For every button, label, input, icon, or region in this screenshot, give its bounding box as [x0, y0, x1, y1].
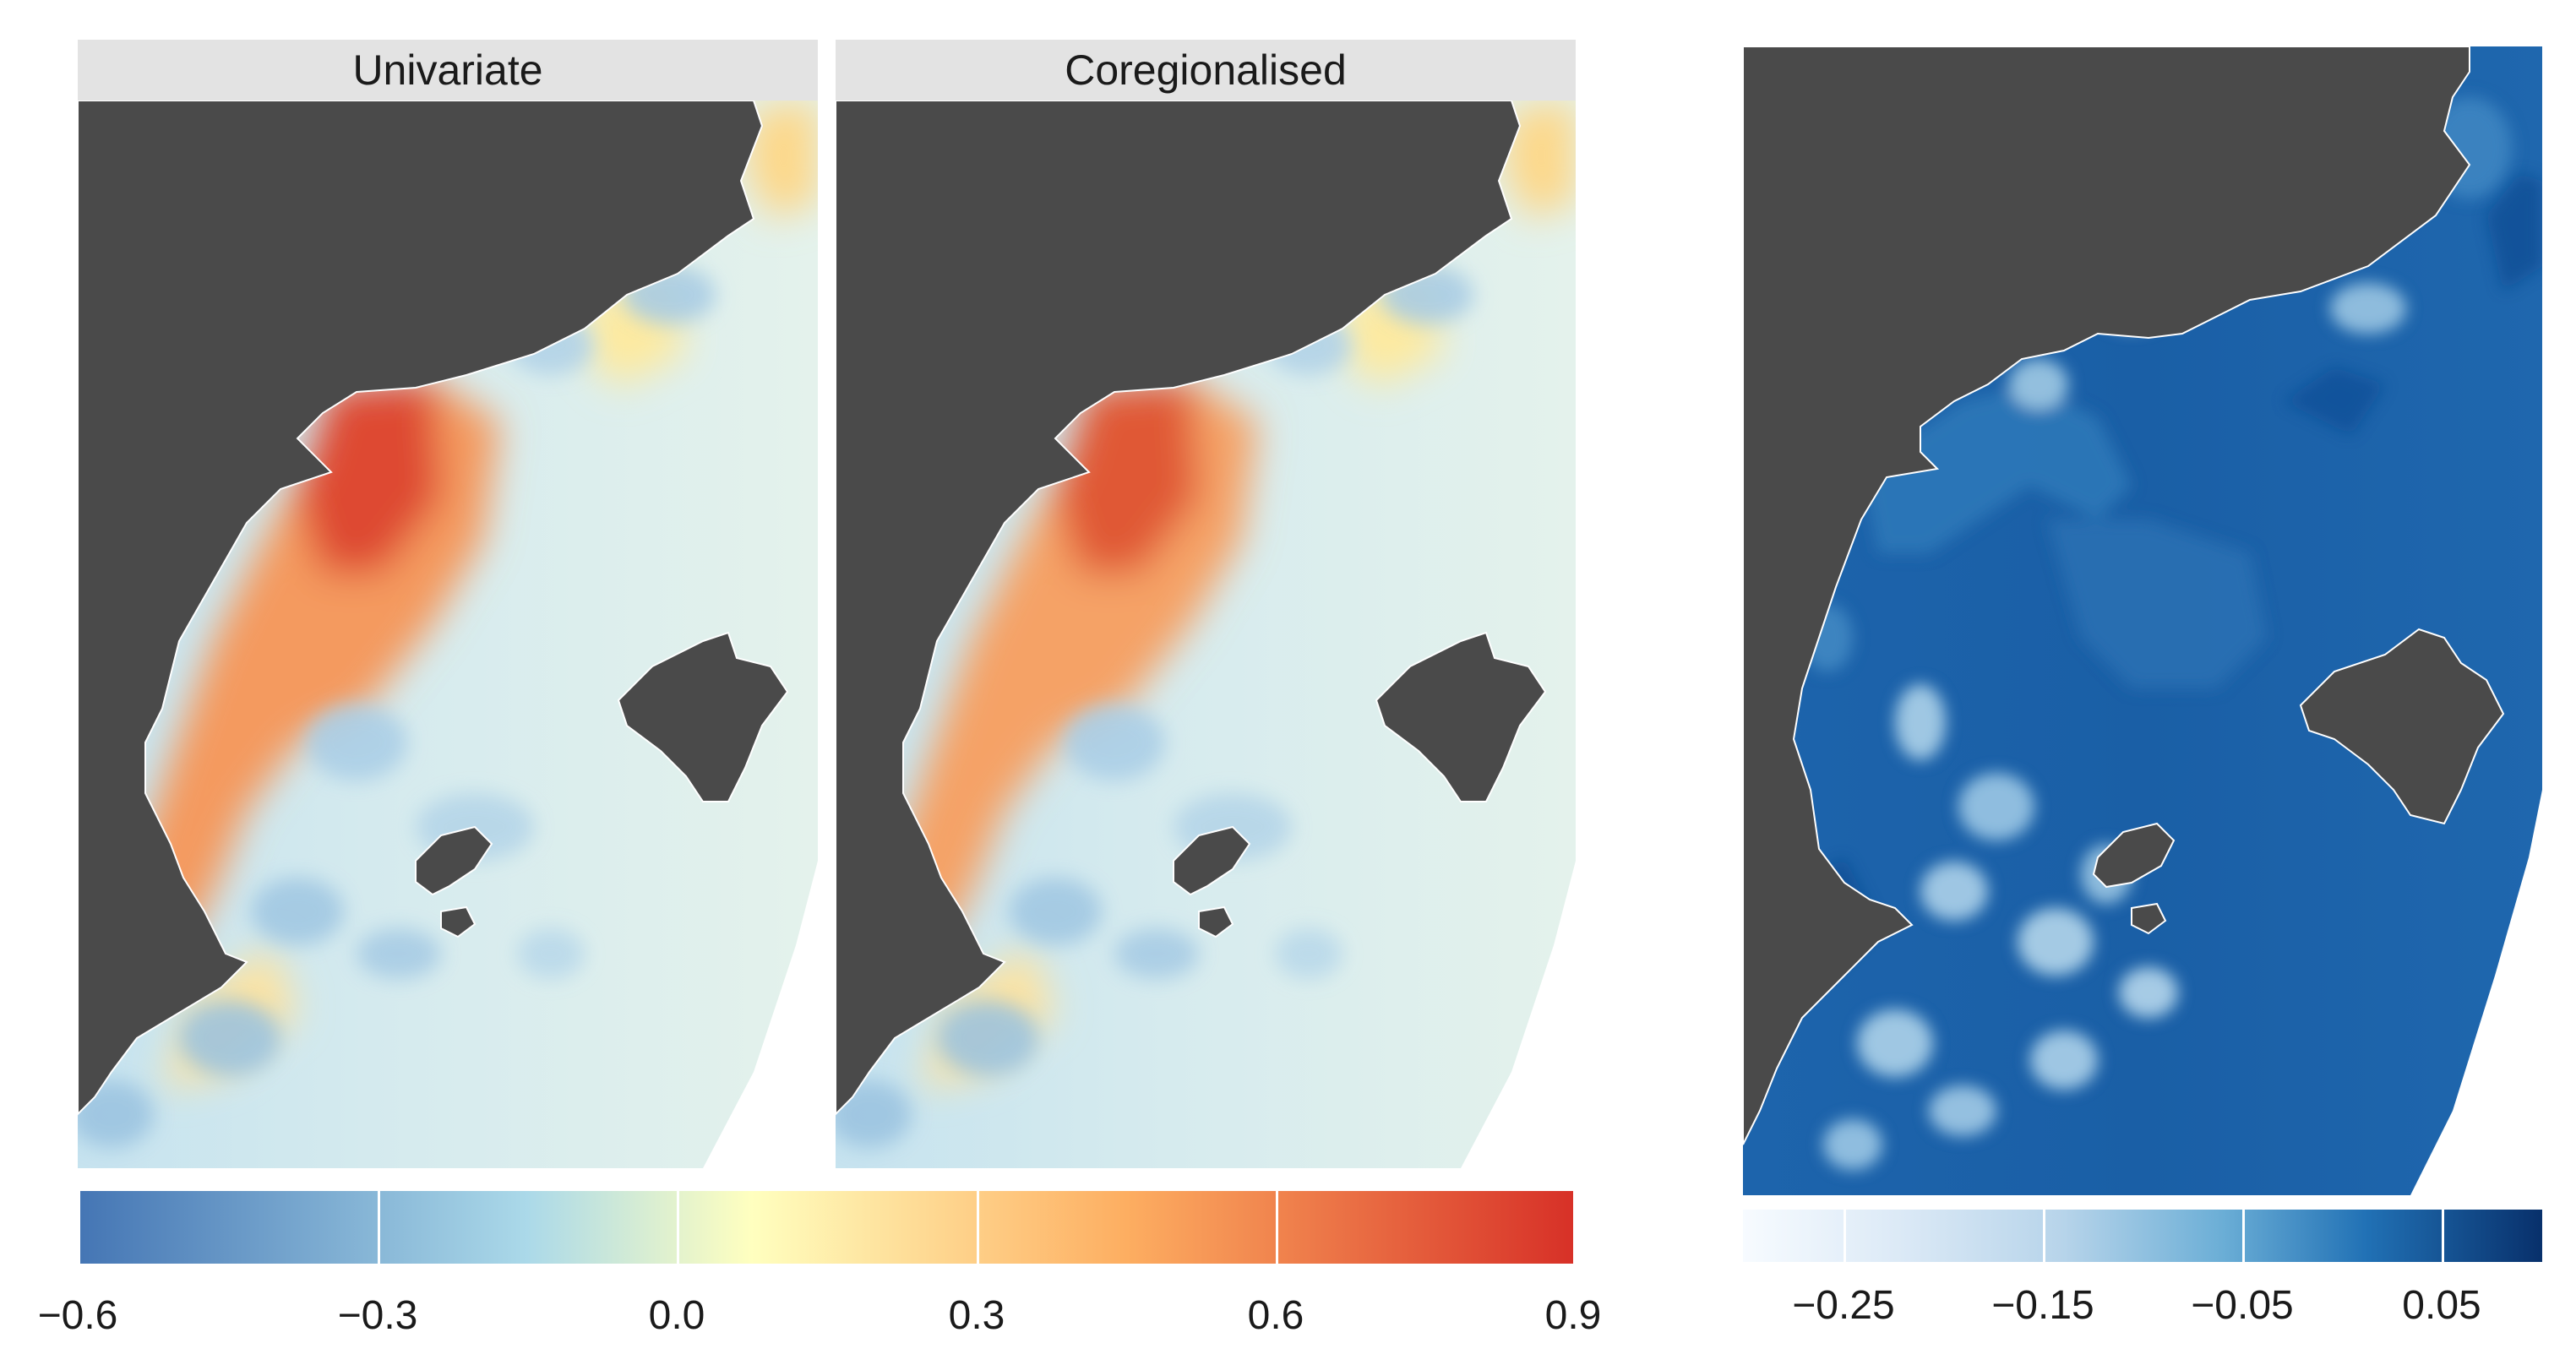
colorbar-tick-label: −0.6 — [37, 1293, 118, 1338]
colorbar-tick-label: −0.05 — [2191, 1283, 2294, 1328]
coastal-anomaly-field — [895, 101, 1576, 1089]
colorbar-tick-label: 0.3 — [948, 1293, 1005, 1338]
map-panel-difference — [1743, 46, 2542, 1195]
colorbar-tick-label: −0.3 — [337, 1293, 418, 1338]
map-panel-coregionalised — [836, 101, 1576, 1168]
colorbar-tick-label: 0.6 — [1247, 1293, 1304, 1338]
panel-title-univariate: Univariate — [78, 40, 818, 101]
ibiza-island — [1173, 825, 1251, 896]
formentera-island — [1198, 905, 1234, 938]
map-panel-univariate — [78, 101, 818, 1168]
panel-title-coregionalised: Coregionalised — [836, 40, 1576, 101]
colorbar-tick — [2043, 1210, 2045, 1262]
mainland — [78, 101, 764, 1116]
formentera-island — [440, 905, 477, 938]
mainland — [1743, 46, 2471, 1145]
offshore-structure — [836, 265, 1473, 1148]
colorbar-tick — [378, 1191, 380, 1264]
colorbar-tick — [78, 1191, 80, 1264]
colorbar-tick — [977, 1191, 979, 1264]
mallorca-island — [617, 631, 789, 802]
colorbar-tick-label: 0.05 — [2402, 1283, 2481, 1328]
colorbar-tick-label: −0.25 — [1792, 1283, 1895, 1328]
colorbar-tick-label: 0.9 — [1544, 1293, 1602, 1338]
colorbar-tick-label: 0.0 — [648, 1293, 705, 1338]
colorbar-tick — [1573, 1191, 1576, 1264]
colorbar-tick — [2242, 1210, 2245, 1262]
colorbar-tick — [1276, 1191, 1278, 1264]
colorbar-right — [1743, 1210, 2542, 1262]
mainland — [836, 101, 1522, 1116]
mallorca-island — [1375, 631, 1547, 802]
ibiza-island — [415, 825, 493, 896]
mallorca-island — [2299, 628, 2505, 825]
colorbar-tick — [2442, 1210, 2444, 1262]
colorbar-left — [78, 1191, 1576, 1264]
colorbar-tick — [1844, 1210, 1846, 1262]
colorbar-tick-label: −0.15 — [1991, 1283, 2094, 1328]
formentera-island — [2131, 902, 2167, 935]
colorbar-tick — [677, 1191, 679, 1264]
ibiza-island — [2092, 822, 2176, 889]
